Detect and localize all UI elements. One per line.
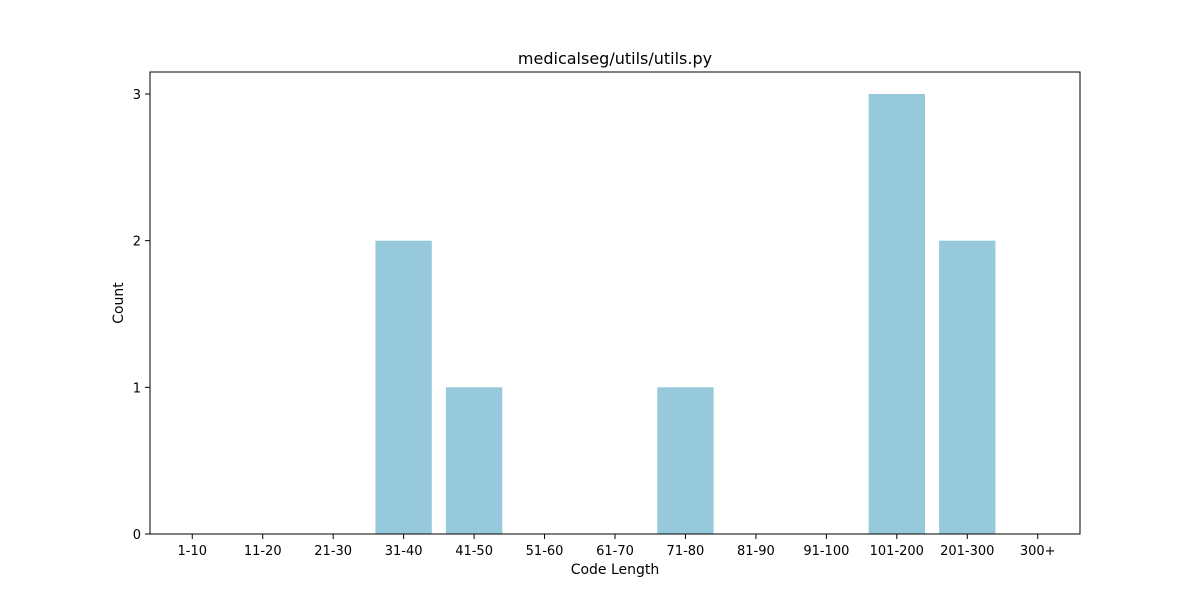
y-axis-label: Count: [111, 282, 127, 324]
x-tick-label: 91-100: [803, 544, 849, 559]
x-tick-label: 81-90: [737, 544, 775, 559]
y-tick-label: 1: [133, 381, 141, 396]
y-tick-label: 2: [133, 235, 141, 250]
x-axis-label: Code Length: [571, 562, 660, 578]
x-tick-label: 61-70: [596, 544, 634, 559]
x-tick-label: 21-30: [314, 544, 352, 559]
x-tick-label: 1-10: [178, 544, 208, 559]
x-tick-label: 11-20: [244, 544, 282, 559]
x-tick-label: 31-40: [385, 544, 423, 559]
y-tick-label: 0: [133, 528, 141, 543]
x-tick-label: 71-80: [667, 544, 705, 559]
x-tick-label: 300+: [1020, 544, 1056, 559]
x-tick-label: 101-200: [870, 544, 924, 559]
bar-31-40: [375, 240, 432, 535]
x-tick-label: 51-60: [526, 544, 564, 559]
chart-title: medicalseg/utils/utils.py: [518, 49, 712, 68]
bar-101-200: [868, 94, 925, 534]
bar-201-300: [939, 240, 996, 535]
bars-group: [375, 94, 996, 535]
bar-71-80: [657, 387, 714, 534]
x-tick-label: 201-300: [940, 544, 994, 559]
y-tick-label: 3: [133, 88, 141, 103]
x-axis: 1-10 11-20 21-30 31-40 41-50 51-60 61-70 71-80 8…: [178, 534, 1056, 559]
x-tick-label: 41-50: [455, 544, 493, 559]
bar-41-50: [445, 387, 503, 534]
y-axis: 0 1 2 3: [133, 88, 150, 543]
